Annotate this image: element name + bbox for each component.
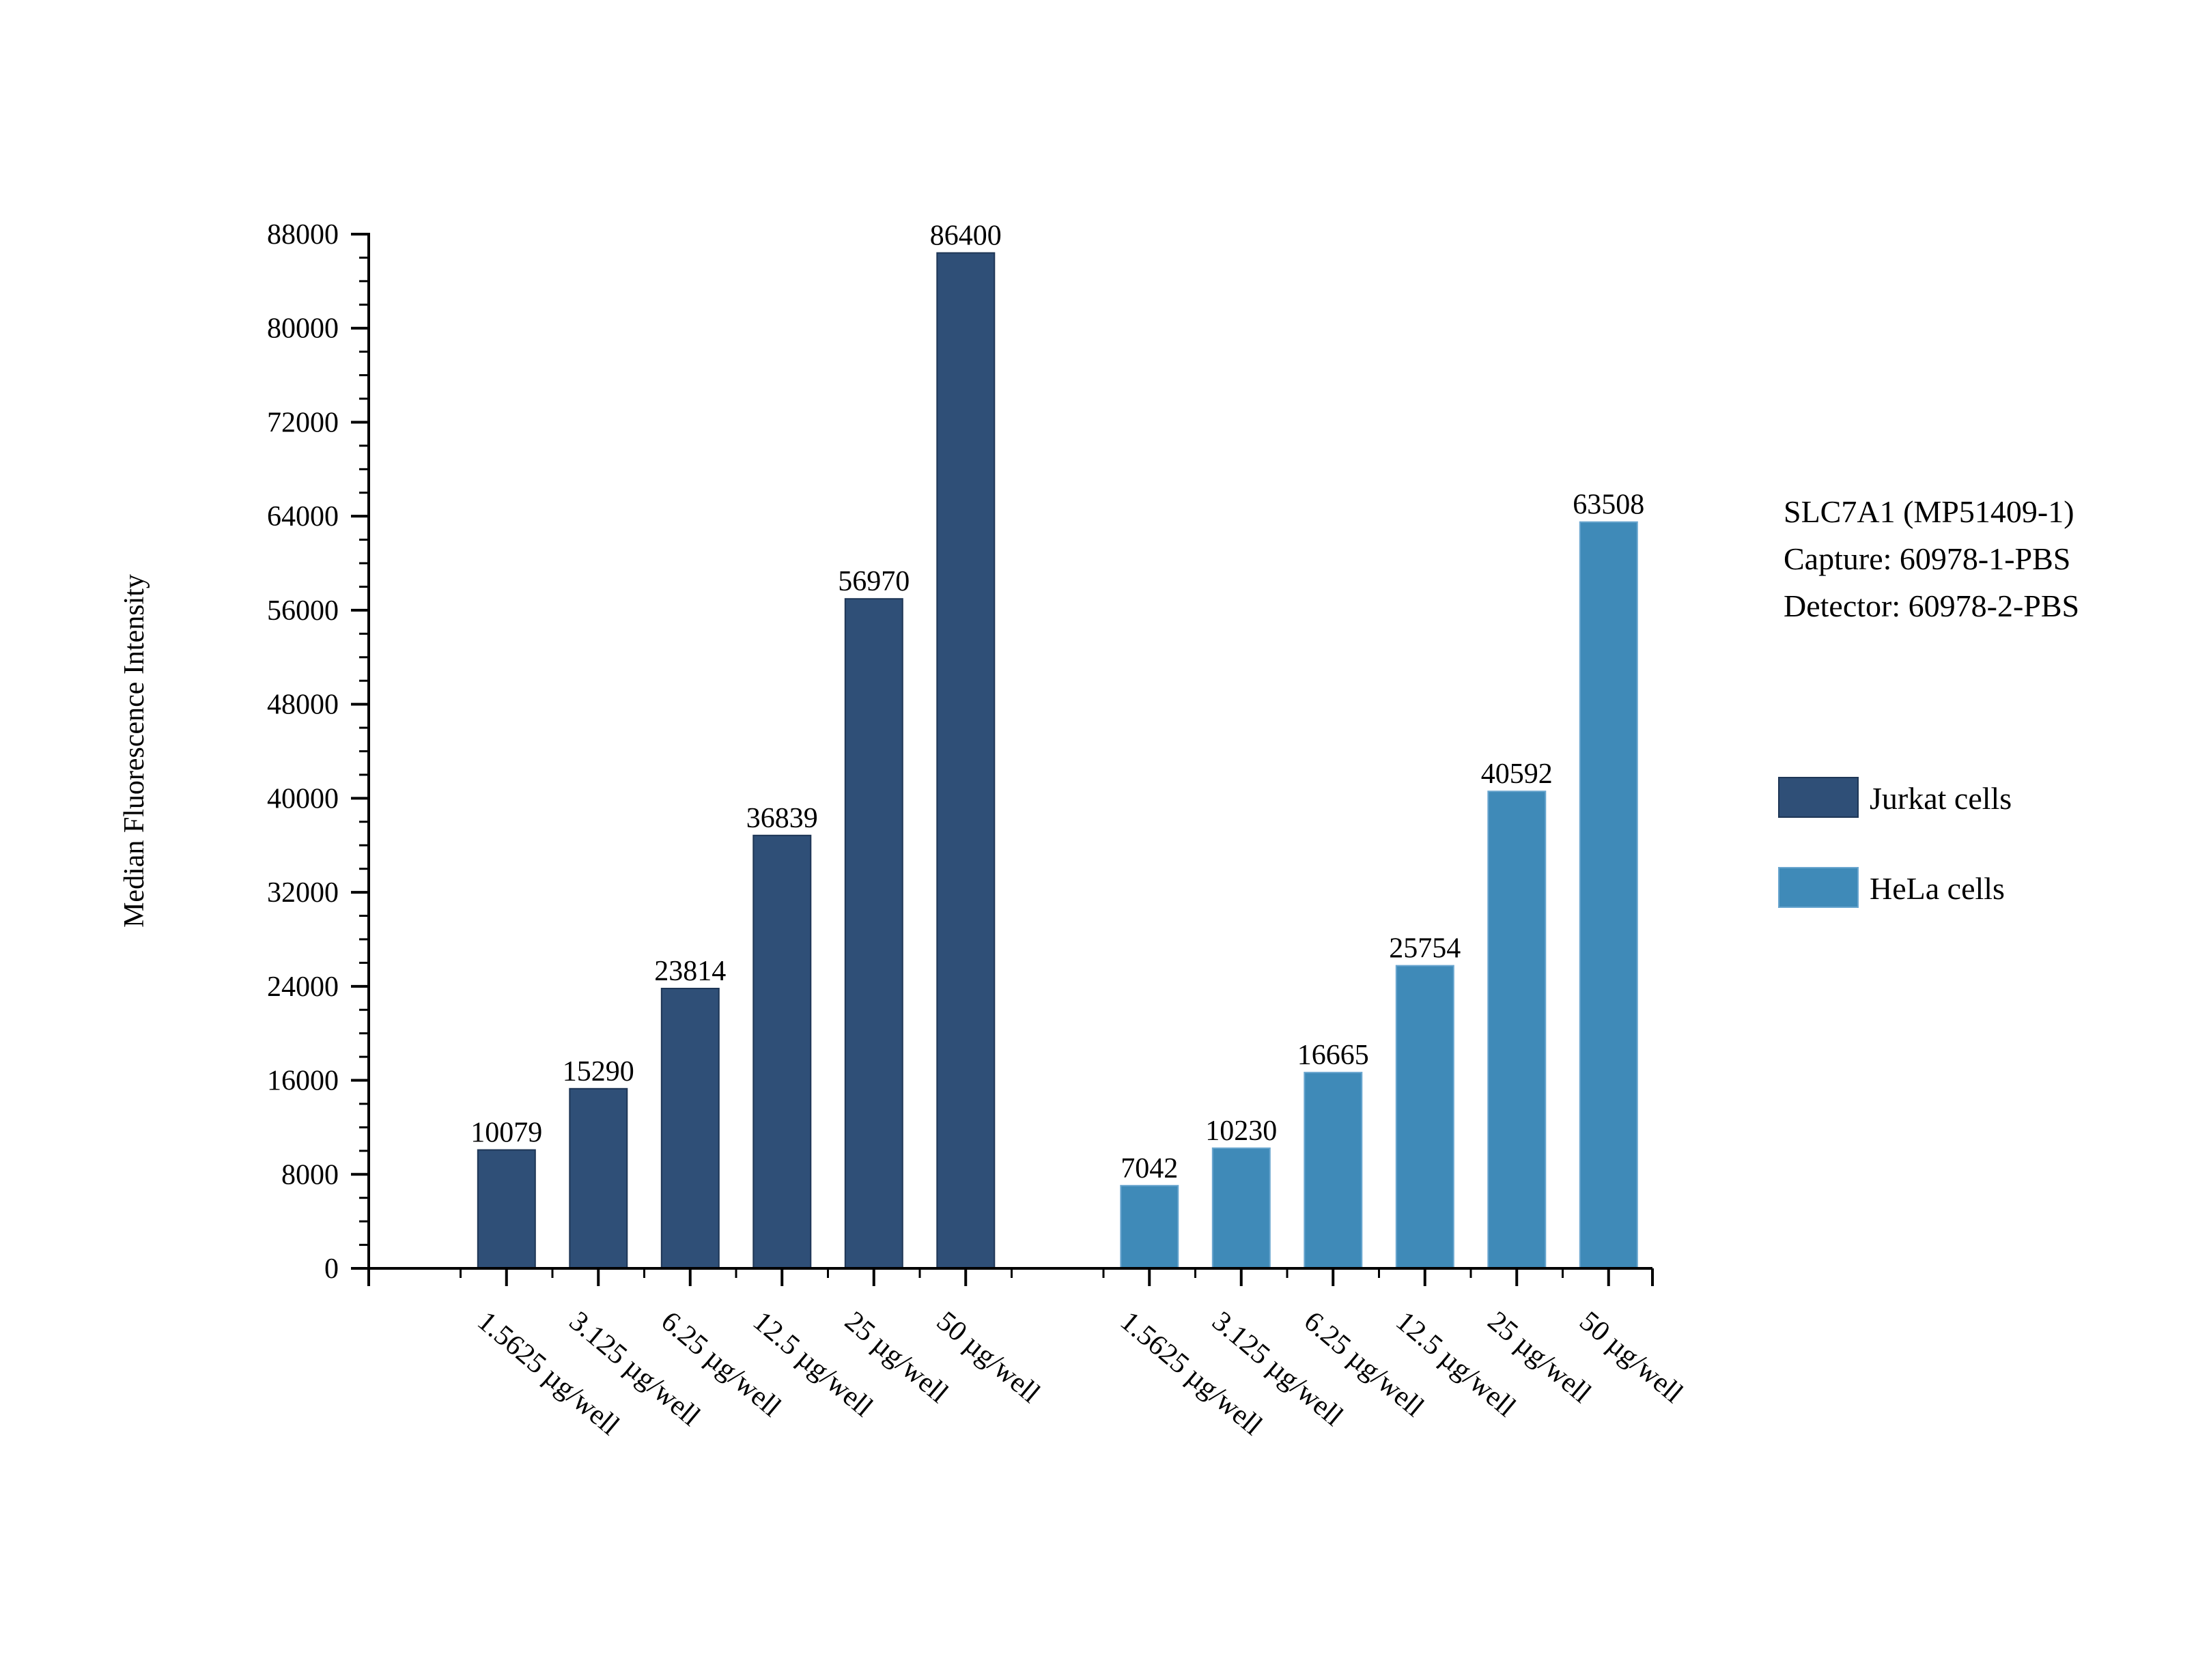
y-tick-label: 48000 — [267, 689, 339, 721]
legend-swatch-hela — [1778, 867, 1859, 908]
bar-jurkat-0 — [477, 1149, 536, 1269]
bar-hela-4 — [1487, 791, 1547, 1269]
y-tick-label: 24000 — [267, 971, 339, 1003]
data-labels-group: 10079 15290 23814 36839 56970 86400 7042 10230 1… — [470, 220, 1644, 1184]
data-label-hela-4: 40592 — [1481, 758, 1553, 790]
y-tick-label: 32000 — [267, 877, 339, 909]
data-label-hela-5: 63508 — [1573, 489, 1644, 521]
legend-swatch-jurkat — [1778, 777, 1859, 818]
data-label-jurkat-2: 23814 — [654, 956, 726, 987]
data-label-hela-0: 7042 — [1121, 1153, 1178, 1184]
y-tick-label: 64000 — [267, 501, 339, 532]
bar-jurkat-5 — [936, 252, 996, 1269]
data-label-jurkat-1: 15290 — [563, 1056, 634, 1087]
y-tick-label: 8000 — [281, 1159, 339, 1191]
legend: Jurkat cells HeLa cells — [1778, 777, 2012, 908]
bar-hela-5 — [1579, 521, 1638, 1270]
data-label-hela-1: 10230 — [1205, 1115, 1277, 1147]
bar-jurkat-3 — [752, 834, 812, 1270]
legend-label-jurkat: Jurkat cells — [1870, 781, 2012, 816]
bar-hela-2 — [1304, 1072, 1363, 1269]
bar-hela-0 — [1120, 1184, 1179, 1270]
category-label-jurkat-5: 50 µg/well — [931, 1305, 1046, 1409]
bar-hela-3 — [1395, 965, 1454, 1269]
x-axis — [367, 1267, 1654, 1286]
bar-hela-1 — [1211, 1147, 1271, 1270]
bar-jurkat-4 — [844, 598, 903, 1269]
y-tick-label: 56000 — [267, 595, 339, 627]
data-label-jurkat-4: 56970 — [838, 566, 910, 597]
bars-group — [477, 252, 1638, 1270]
annotation-line-2: Capture: 60978-1-PBS — [1784, 541, 2070, 576]
annotation-line-3: Detector: 60978-2-PBS — [1784, 588, 2079, 623]
data-label-jurkat-5: 86400 — [930, 220, 1002, 252]
annotation-line-1: SLC7A1 (MP51409-1) — [1784, 494, 2074, 529]
y-tick-label: 88000 — [267, 219, 339, 251]
bar-jurkat-2 — [660, 988, 720, 1269]
y-tick-label: 80000 — [267, 313, 339, 345]
data-label-hela-3: 25754 — [1389, 933, 1461, 965]
y-tick-label: 40000 — [267, 783, 339, 814]
data-label-jurkat-0: 10079 — [470, 1117, 542, 1149]
y-axis-title: Median Fluorescence Intensity — [119, 574, 150, 928]
y-tick-label: 72000 — [267, 407, 339, 438]
bar-jurkat-1 — [569, 1087, 628, 1270]
y-tick-label: 0 — [324, 1253, 339, 1285]
data-label-hela-2: 16665 — [1297, 1040, 1369, 1071]
data-label-jurkat-3: 36839 — [746, 803, 818, 834]
legend-label-hela: HeLa cells — [1870, 871, 2005, 906]
annotation-block: SLC7A1 (MP51409-1) Capture: 60978-1-PBS … — [1784, 494, 2079, 623]
y-tick-label: 16000 — [267, 1066, 339, 1097]
y-axis: 0 8000 16000 24000 32000 40000 48000 56000 64000… — [267, 219, 370, 1285]
category-label-hela-5: 50 µg/well — [1573, 1305, 1689, 1409]
